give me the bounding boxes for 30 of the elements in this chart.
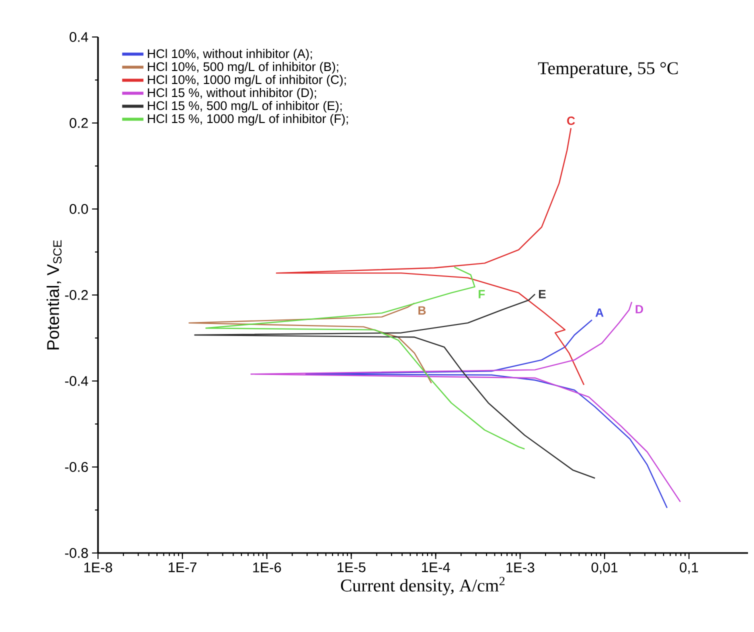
x-tick-label: 1E-7 bbox=[168, 562, 196, 572]
y-tick-label: 0.4 bbox=[70, 32, 88, 42]
y-axis-title: Potential, V$_{SCE}$ bbox=[46, 240, 62, 350]
annotation: A bbox=[595, 308, 604, 317]
annotation: E bbox=[538, 290, 546, 298]
legend-label: HCl 10%, 1000 mg/L of inhibitor (C); bbox=[148, 74, 346, 87]
x-tick-label: 1E-6 bbox=[253, 562, 281, 572]
annotation: F bbox=[478, 290, 485, 298]
y-tick-label: 0.2 bbox=[70, 118, 88, 128]
annotation: C bbox=[567, 116, 575, 125]
y-tick-label: -0.4 bbox=[65, 376, 88, 386]
legend-label: HCl 15 %, without inhibitor (D); bbox=[148, 88, 316, 100]
y-tick-label: -0.8 bbox=[65, 548, 88, 558]
legend-label: HCl 10%, 500 mg/L of inhibitor (B); bbox=[148, 62, 338, 74]
annotation: D bbox=[636, 305, 644, 314]
x-tick-label: 0,01 bbox=[592, 562, 618, 574]
x-tick-label: 1E-8 bbox=[84, 562, 112, 572]
y-tick-label: -0.2 bbox=[65, 290, 88, 300]
x-tick-label: 1E-4 bbox=[422, 562, 450, 572]
x-tick-label: 1E-3 bbox=[506, 562, 534, 572]
x-tick-label: 0,1 bbox=[680, 562, 698, 574]
x-tick-label: 1E-5 bbox=[338, 562, 366, 572]
annotation: B bbox=[418, 306, 426, 315]
x-axis-title: Current density, A/cm$^{2}$ bbox=[340, 576, 505, 596]
legend-label: HCl 10%, without inhibitor (A); bbox=[148, 48, 312, 61]
annotation: Temperature, 55 °C bbox=[538, 62, 678, 78]
legend-label: HCl 15 %, 500 mg/L of inhibitor (E); bbox=[148, 100, 342, 113]
legend-label: HCl 15 %, 1000 mg/L of inhibitor (F); bbox=[148, 114, 348, 126]
y-tick-label: 0.0 bbox=[70, 204, 88, 214]
y-tick-label: -0.6 bbox=[65, 462, 88, 472]
